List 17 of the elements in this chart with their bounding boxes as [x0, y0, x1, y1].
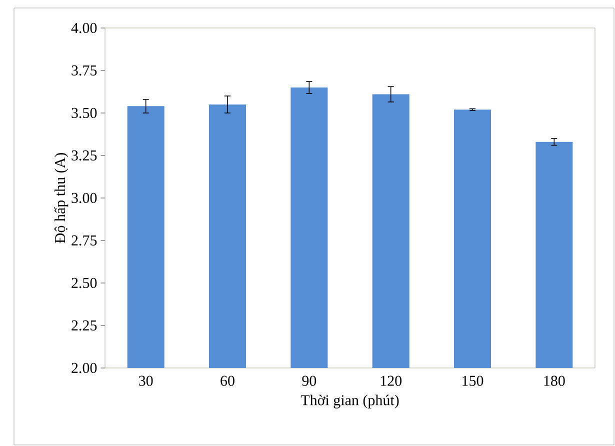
x-tick-label: 90 — [302, 376, 316, 386]
y-tick-label: 2.00 — [72, 362, 97, 374]
x-tick-label: 120 — [380, 376, 402, 386]
y-tick-label: 3.00 — [72, 192, 97, 204]
y-tick-label: 2.25 — [72, 320, 97, 331]
y-tick-label: 3.50 — [72, 108, 97, 118]
x-tick-label: 180 — [544, 376, 565, 386]
x-tick-label: 30 — [139, 376, 153, 386]
y-tick-label: 3.75 — [72, 65, 97, 76]
x-tick-label: 150 — [462, 376, 484, 386]
y-tick-label: 3.25 — [72, 150, 97, 161]
y-tick-label: 2.75 — [72, 235, 97, 246]
y-tick-label: 2.50 — [72, 278, 97, 288]
y-tick-label: 4.00 — [71, 22, 97, 34]
y-axis-title: Độ hấp thu (A) — [54, 153, 68, 244]
x-axis-title: Thời gian (phút) — [300, 394, 399, 408]
x-tick-label: 60 — [220, 376, 234, 386]
